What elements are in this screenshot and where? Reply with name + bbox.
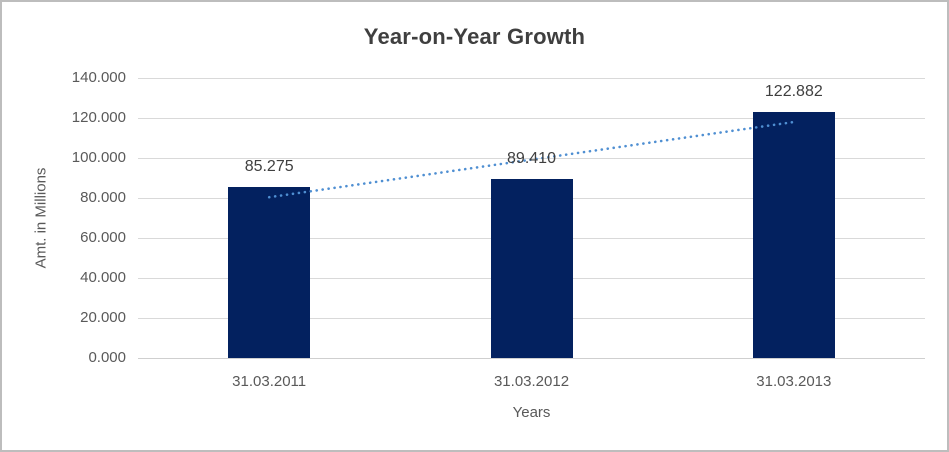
bar-31.03.2011 xyxy=(228,187,311,358)
chart-title: Year-on-Year Growth xyxy=(363,24,586,49)
x-axis-title: Years xyxy=(512,404,551,421)
x-axis-line xyxy=(138,357,925,359)
x-tick-label: 31.03.2011 xyxy=(232,373,307,390)
x-tick-label: 31.03.2012 xyxy=(493,373,570,390)
y-tick-label: 80.000 xyxy=(80,189,126,206)
gridline xyxy=(138,117,925,119)
trendline xyxy=(267,120,796,199)
gridline xyxy=(138,77,925,79)
y-tick-label: 40.000 xyxy=(80,269,126,286)
plot-area: 85.275 89.410 122.882 xyxy=(138,77,925,359)
y-tick-label: 20.000 xyxy=(80,309,126,326)
y-tick-label: 0.000 xyxy=(88,349,126,366)
bar-31.03.2013 xyxy=(752,112,835,358)
data-label: 89.410 xyxy=(507,150,556,168)
bar-31.03.2012 xyxy=(490,179,573,358)
data-label: 122.882 xyxy=(764,83,823,101)
gridline xyxy=(138,157,925,159)
data-label: 85.275 xyxy=(244,158,294,176)
y-tick-label: 120.000 xyxy=(71,109,126,126)
y-axis-tick-labels: 0.000 20.000 40.000 60.000 80.000 100.000 120.… xyxy=(2,2,126,450)
y-tick-label: 140.000 xyxy=(71,69,126,86)
y-tick-label: 60.000 xyxy=(80,229,126,246)
y-tick-label: 100.000 xyxy=(71,149,126,166)
trendline-path xyxy=(267,120,796,199)
x-tick-label: 31.03.2013 xyxy=(756,373,832,390)
